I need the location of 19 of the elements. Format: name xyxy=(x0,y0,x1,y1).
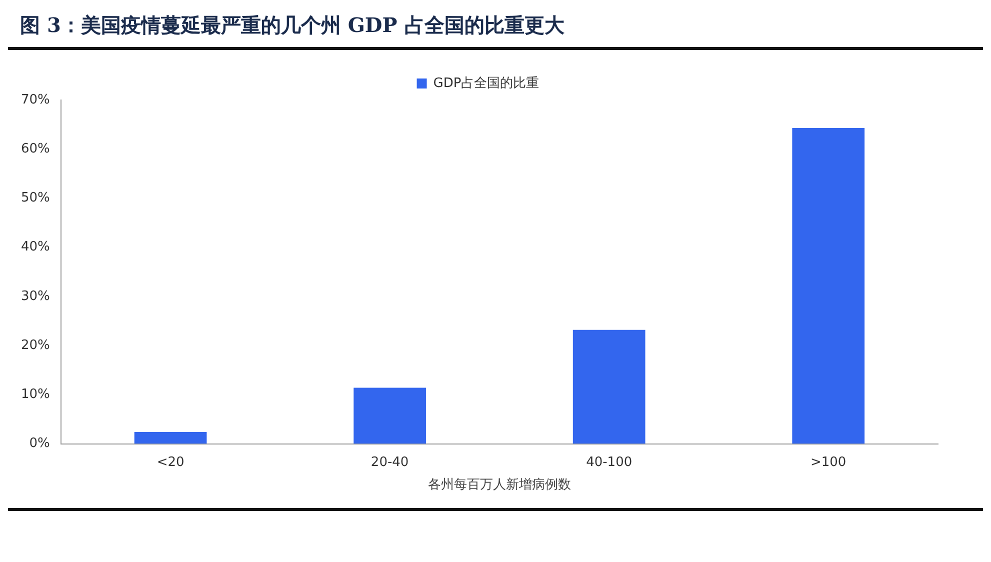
x-tick-label: 20-40 xyxy=(370,454,409,470)
y-tick-label: 20% xyxy=(20,338,50,353)
y-tick-label: 60% xyxy=(20,141,50,156)
x-tick-label: <20 xyxy=(156,454,184,470)
y-tick-label: 40% xyxy=(20,240,50,255)
bar xyxy=(134,432,207,444)
chart-title: 图 3：美国疫情蔓延最严重的几个州 GDP 占全国的比重更大 xyxy=(19,12,566,39)
y-tick-label: 30% xyxy=(20,288,50,304)
legend-label: GDP占全国的比重 xyxy=(433,76,540,91)
y-tick-label: 10% xyxy=(20,387,50,402)
y-tick-label: 0% xyxy=(29,436,50,452)
y-tick-label: 50% xyxy=(20,190,50,206)
x-tick-label: >100 xyxy=(810,454,846,470)
x-tick-label: 40-100 xyxy=(586,454,632,470)
bar xyxy=(792,128,865,444)
bar xyxy=(572,330,646,444)
y-tick-label: 70% xyxy=(20,92,50,108)
x-axis-title: 各州每百万人新增病例数 xyxy=(428,478,571,493)
bar xyxy=(354,388,426,444)
